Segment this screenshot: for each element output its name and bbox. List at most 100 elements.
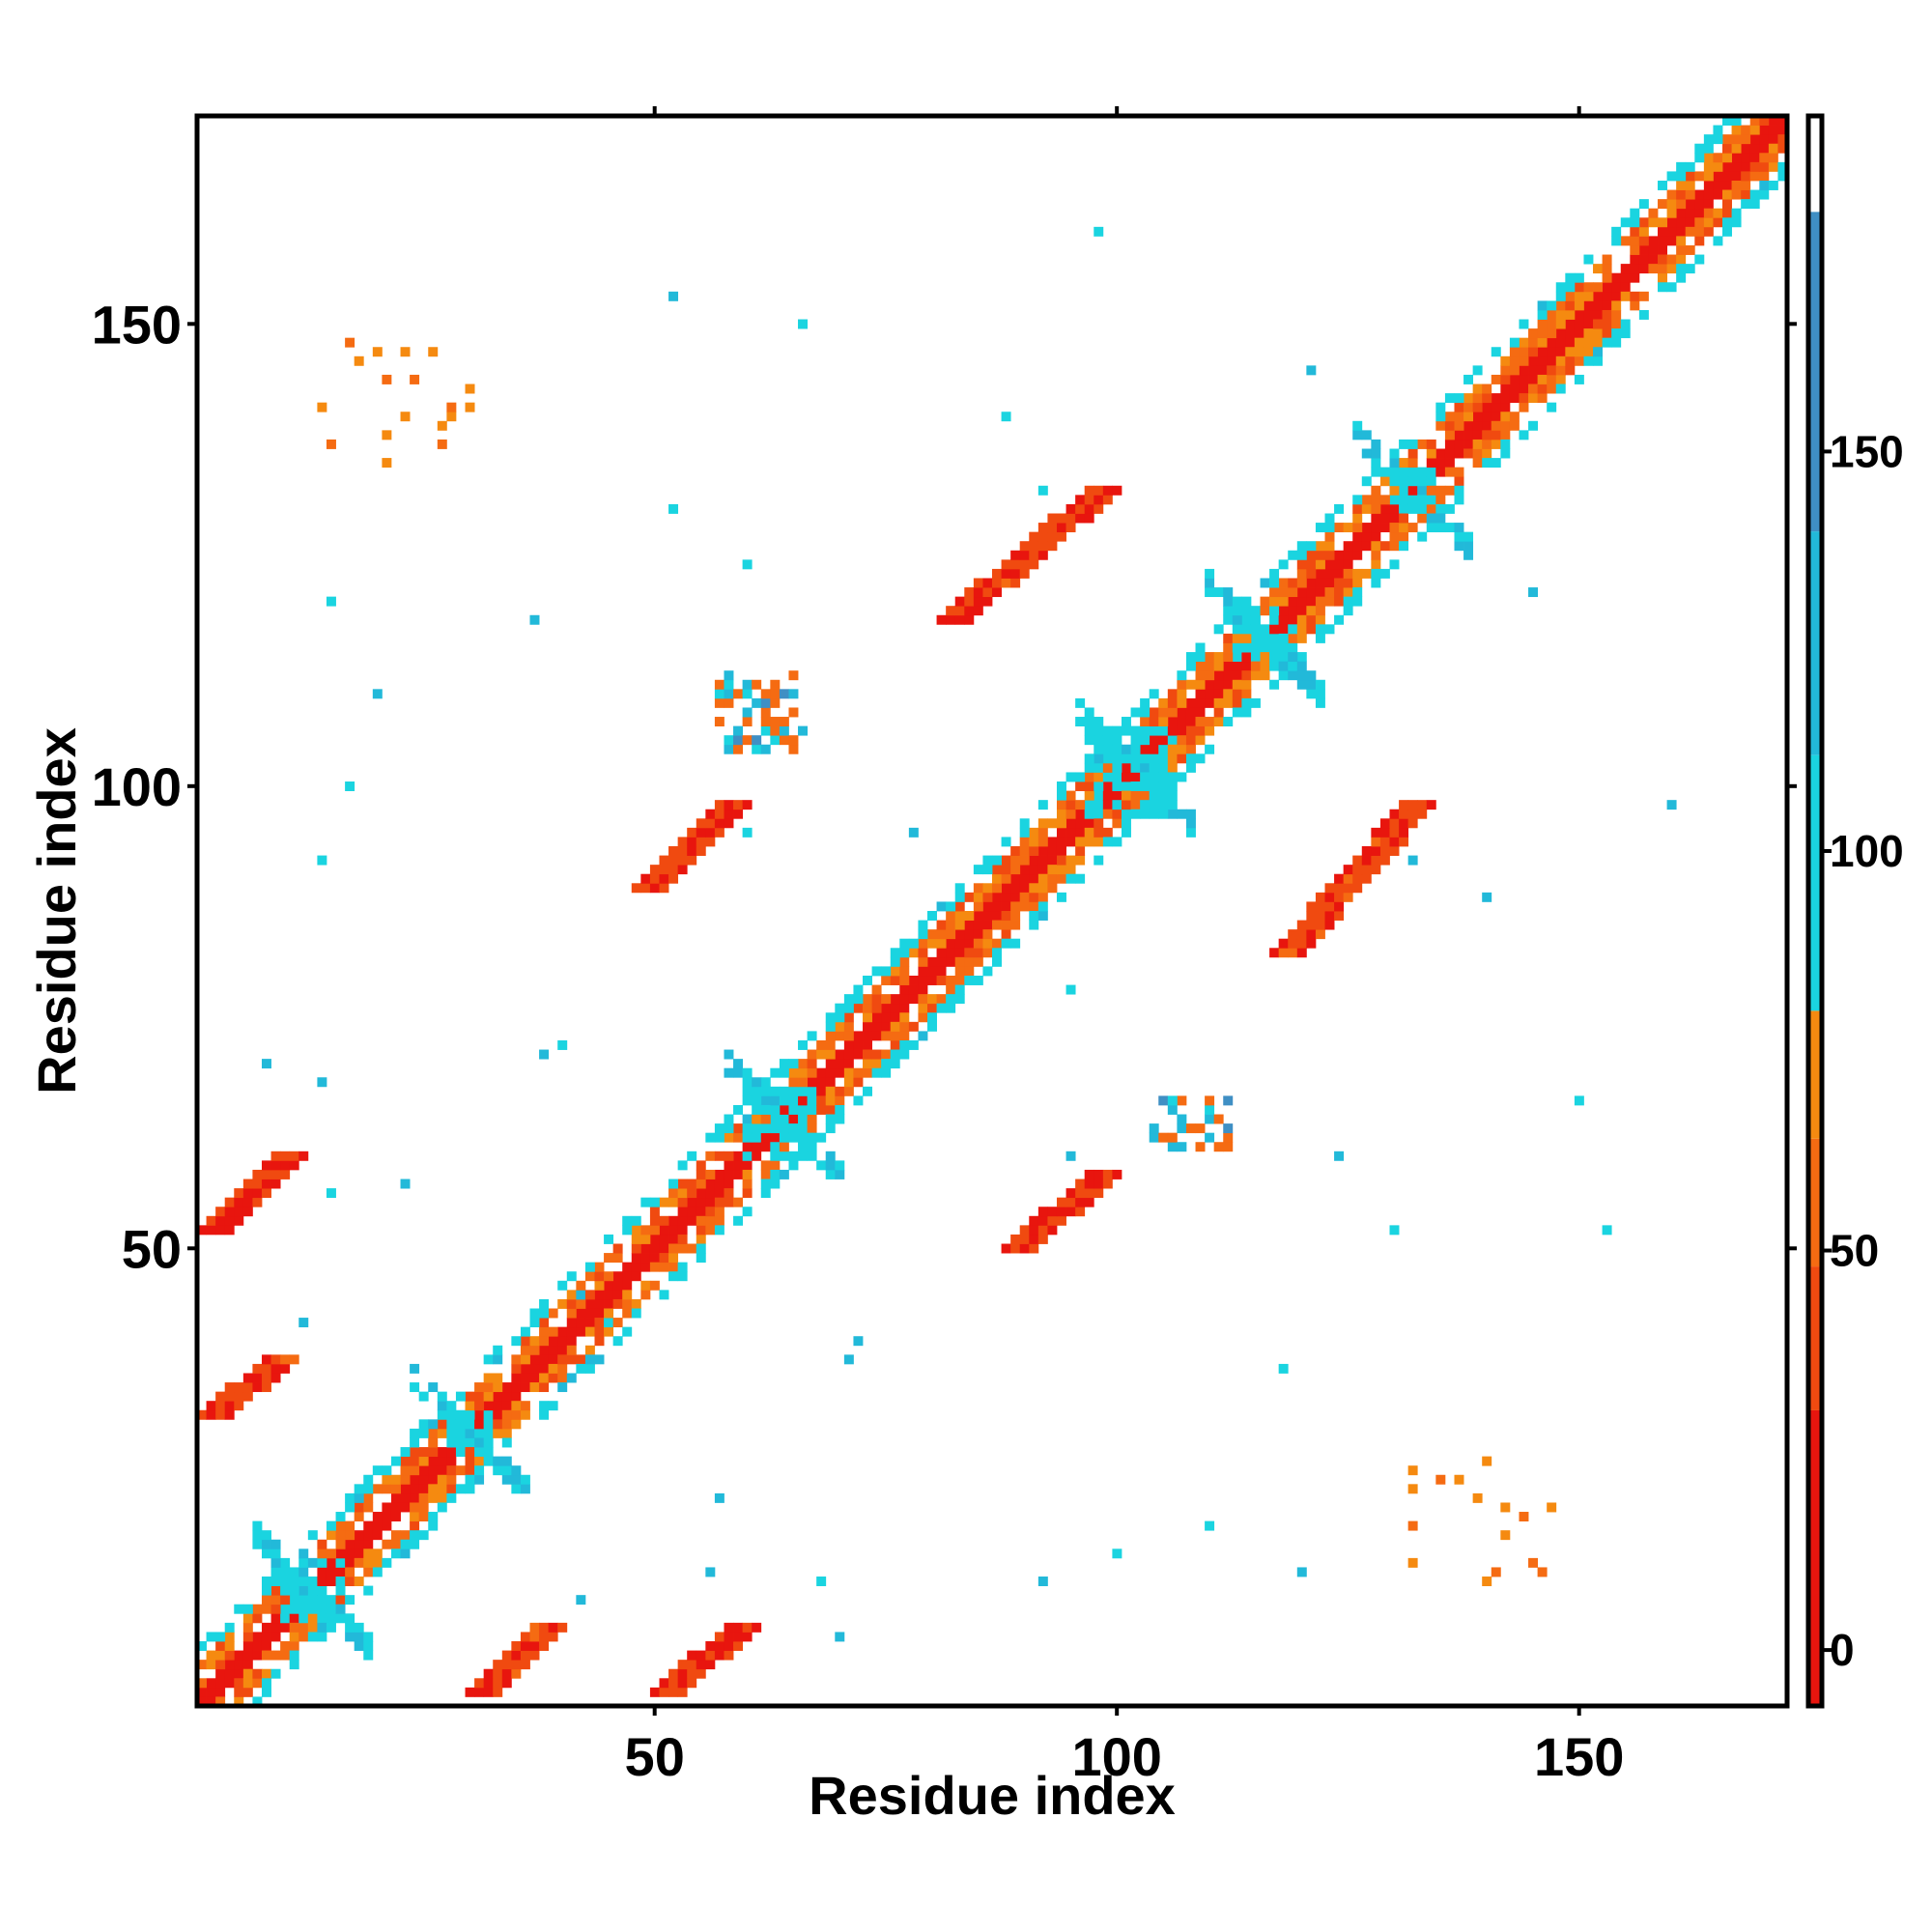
heatmap-cell	[307, 1595, 318, 1605]
heatmap-cell	[410, 1474, 420, 1485]
heatmap-cell	[1037, 911, 1048, 921]
heatmap-cell	[1047, 873, 1058, 884]
heatmap-cell	[825, 1123, 836, 1134]
heatmap-cell	[1001, 578, 1011, 588]
heatmap-cell	[843, 994, 854, 1005]
heatmap-cell	[1389, 846, 1400, 856]
heatmap-cell	[714, 1492, 724, 1503]
heatmap-cell	[1777, 125, 1788, 135]
heatmap-cell	[455, 1409, 466, 1420]
heatmap-cell	[1094, 725, 1104, 736]
heatmap-cell	[1463, 439, 1474, 449]
heatmap-cell	[520, 1401, 530, 1411]
heatmap-cell	[760, 725, 771, 736]
heatmap-cell	[640, 873, 651, 884]
heatmap-cell	[742, 1160, 753, 1171]
heatmap-cell	[539, 1622, 550, 1633]
heatmap-cell	[1047, 818, 1058, 829]
heatmap-cell	[1019, 568, 1030, 579]
heatmap-cell	[714, 1197, 724, 1208]
heatmap-cell	[1666, 282, 1677, 293]
heatmap-cell	[270, 1160, 281, 1171]
heatmap-cell	[317, 1632, 327, 1642]
heatmap-cell	[714, 800, 724, 810]
heatmap-cell	[1112, 1548, 1122, 1559]
heatmap-cell	[1278, 661, 1289, 671]
heatmap-cell	[1213, 717, 1224, 726]
heatmap-cell	[1019, 550, 1030, 560]
heatmap-cell	[197, 1678, 207, 1689]
heatmap-cell	[1084, 1179, 1094, 1189]
heatmap-cell	[825, 1039, 836, 1050]
heatmap-cell	[363, 1585, 374, 1596]
heatmap-cell	[1722, 161, 1732, 172]
heatmap-cell	[1001, 883, 1011, 894]
heatmap-cell	[1658, 199, 1667, 210]
heatmap-cell	[493, 1428, 503, 1438]
heatmap-cell	[1482, 430, 1492, 440]
heatmap-cell	[493, 1668, 503, 1679]
heatmap-cell	[1232, 633, 1242, 643]
heatmap-cell	[1371, 827, 1381, 838]
heatmap-cell	[1056, 837, 1066, 847]
heatmap-cell	[733, 735, 744, 746]
heatmap-cell	[954, 938, 965, 949]
heatmap-cell	[261, 1632, 271, 1642]
heatmap-cells	[197, 116, 1788, 1707]
heatmap-cell	[760, 1142, 771, 1152]
heatmap-cell	[899, 948, 910, 958]
heatmap-cell	[760, 689, 771, 699]
heatmap-cell	[1037, 1234, 1048, 1244]
heatmap-cell	[1352, 430, 1363, 440]
heatmap-cell	[493, 1373, 503, 1383]
heatmap-cell	[908, 1021, 919, 1032]
heatmap-cell	[1010, 1243, 1021, 1254]
heatmap-cell	[946, 994, 956, 1005]
heatmap-cell	[410, 1465, 420, 1476]
heatmap-cell	[298, 1577, 309, 1586]
heatmap-cell	[649, 1262, 660, 1272]
heatmap-cell	[1037, 873, 1048, 884]
heatmap-cell	[1334, 523, 1345, 533]
heatmap-cell	[1241, 670, 1252, 681]
heatmap-cell	[807, 1067, 817, 1078]
heatmap-cell	[594, 1280, 605, 1291]
heatmap-cell	[1454, 531, 1464, 542]
heatmap-cell	[1519, 402, 1529, 412]
heatmap-cell	[557, 1622, 568, 1633]
heatmap-cell	[899, 1021, 910, 1032]
heatmap-cell	[307, 1632, 318, 1642]
heatmap-cell	[1426, 448, 1436, 459]
heatmap-cell	[1741, 153, 1751, 163]
heatmap-cell	[1140, 707, 1151, 718]
heatmap-cell	[659, 883, 669, 894]
heatmap-cell	[992, 873, 1002, 884]
heatmap-cell	[1232, 596, 1242, 607]
heatmap-cell	[1065, 1207, 1076, 1217]
heatmap-cell	[964, 938, 975, 949]
heatmap-cell	[289, 1354, 299, 1365]
heatmap-cell	[604, 1280, 614, 1291]
heatmap-cell	[1056, 809, 1066, 819]
heatmap-cell	[733, 744, 744, 754]
heatmap-cell	[1555, 365, 1566, 376]
heatmap-cell	[1565, 365, 1576, 376]
heatmap-cell	[1149, 735, 1159, 746]
heatmap-cell	[1620, 264, 1631, 274]
heatmap-cell	[770, 1067, 781, 1078]
heatmap-cell	[1658, 180, 1667, 190]
heatmap-cell	[261, 1354, 271, 1365]
heatmap-cell	[446, 402, 457, 412]
heatmap-cell	[474, 1447, 485, 1458]
heatmap-cell	[973, 606, 983, 616]
heatmap-cell	[1713, 171, 1723, 182]
heatmap-cell	[1213, 587, 1224, 598]
heatmap-cell	[390, 1512, 401, 1521]
heatmap-cell	[649, 1687, 660, 1697]
heatmap-cell	[594, 1326, 605, 1337]
heatmap-cell	[1334, 911, 1345, 921]
heatmap-cell	[1324, 578, 1335, 588]
heatmap-cell	[520, 1650, 530, 1661]
heatmap-cell	[1065, 873, 1076, 884]
heatmap-cell	[1417, 503, 1428, 514]
